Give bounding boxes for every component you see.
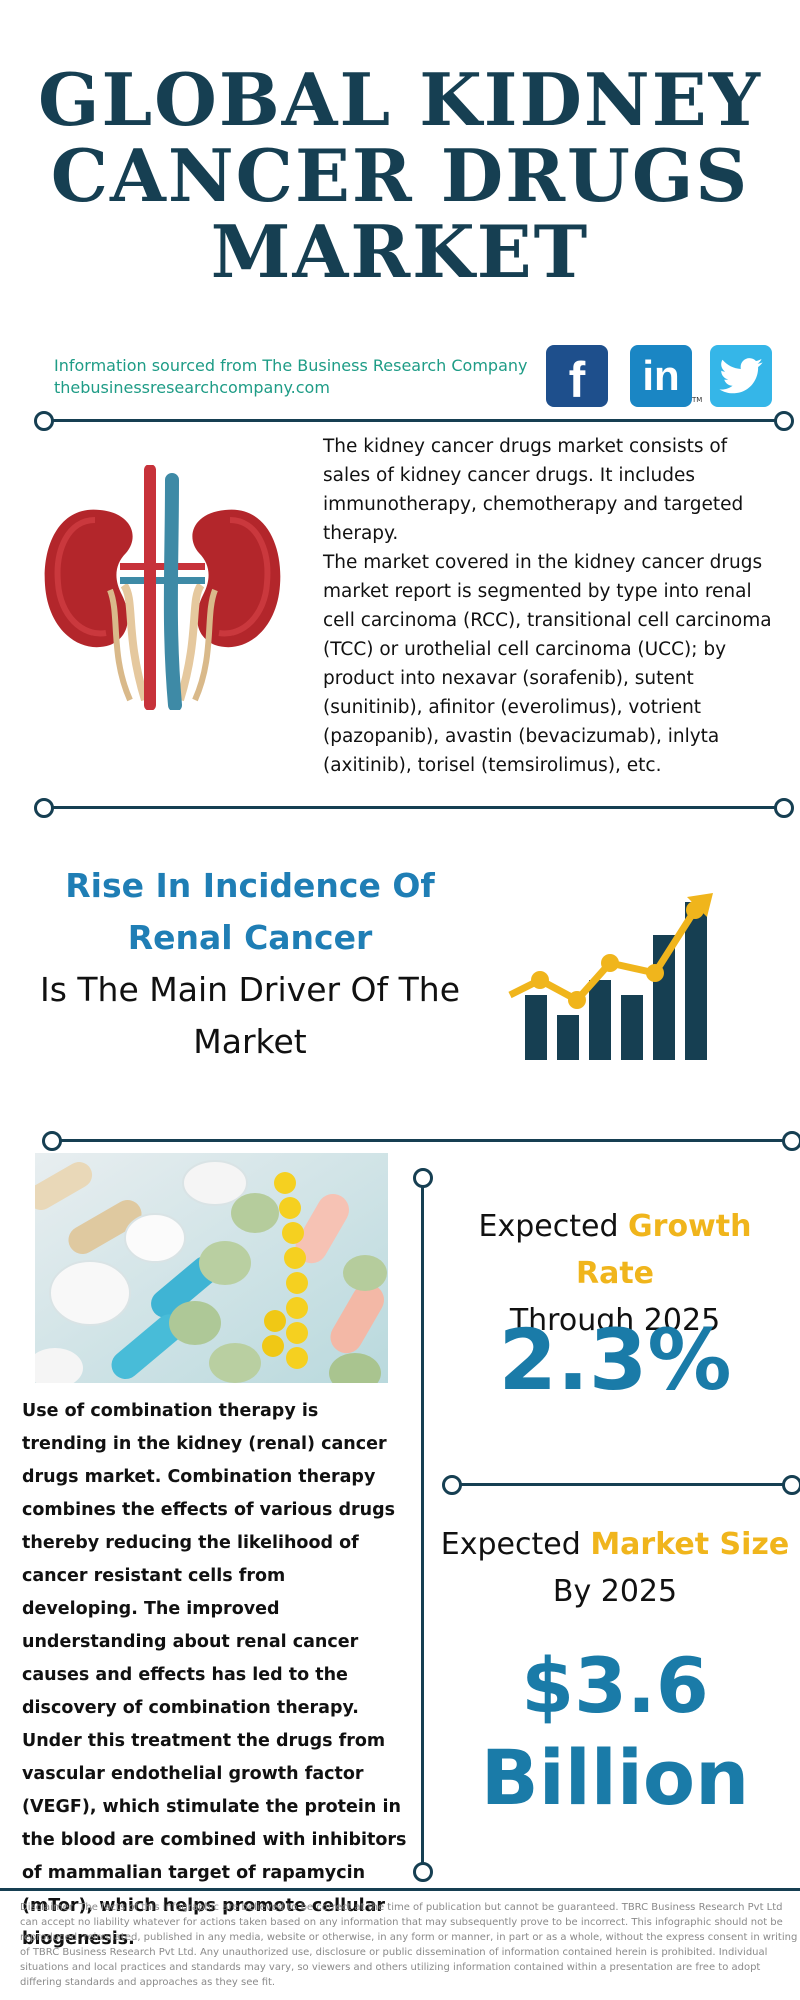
page-title: GLOBAL KIDNEY CANCER DRUGS MARKET (0, 62, 800, 290)
divider-2 (44, 806, 784, 809)
divider-3-right-node (782, 1131, 800, 1151)
divider-2-left-node (34, 798, 54, 818)
twitter-bird-icon (719, 358, 763, 394)
driver-highlight: Rise In Incidence Of Renal Cancer (65, 866, 435, 957)
description-para-2: The market covered in the kidney cancer … (323, 552, 772, 776)
size-label-pre: Expected (440, 1527, 591, 1562)
title-line-1: GLOBAL KIDNEY (37, 57, 763, 142)
size-label-highlight: Market Size (590, 1527, 790, 1562)
growth-chart-icon (508, 893, 713, 1060)
chart-icon-bar (589, 980, 611, 1060)
divider-3 (52, 1139, 792, 1142)
chart-icon-bar (525, 995, 547, 1060)
growth-rate-label: Expected Growth Rate Through 2025 (440, 1203, 790, 1344)
growth-label-highlight: Growth Rate (575, 1209, 752, 1291)
twitter-icon[interactable] (710, 345, 772, 407)
divider-1-right-node (774, 411, 794, 431)
source-line: Information sourced from The Business Re… (54, 356, 528, 375)
market-size-value: $3.6 Billion (440, 1640, 790, 1824)
footer-divider (0, 1888, 800, 1891)
market-size-label: Expected Market Size By 2025 (440, 1521, 790, 1615)
divider-1 (44, 419, 784, 422)
chart-icon-bar (621, 995, 643, 1060)
divider-3-left-node (42, 1131, 62, 1151)
linkedin-letters: in (642, 352, 680, 399)
vertical-divider (421, 1180, 424, 1870)
market-size-value-amount: $3.6 (521, 1641, 709, 1730)
title-line-3: MARKET (210, 209, 590, 294)
growth-rate-label-line-1: Expected Growth Rate (440, 1203, 790, 1297)
divider-4-left-node (442, 1475, 462, 1495)
market-driver: Rise In Incidence Of Renal Cancer Is The… (20, 860, 480, 1068)
chart-icon-bar (685, 902, 707, 1060)
vertical-divider-top-node (413, 1168, 433, 1188)
facebook-letter: f (568, 352, 586, 408)
market-size-label-line-1: Expected Market Size (440, 1521, 790, 1568)
divider-4 (460, 1483, 790, 1486)
kidney-illustration (44, 465, 281, 710)
growth-rate-value: 2.3% (498, 1311, 732, 1409)
trend-text: Use of combination therapy is trending i… (22, 1401, 407, 1949)
facebook-icon[interactable]: f (546, 345, 608, 407)
chart-icon-bar (557, 1015, 579, 1060)
growth-rate-label-line-2: Through 2025 (509, 1303, 721, 1338)
divider-1-left-node (34, 411, 54, 431)
title-line-2: CANCER DRUGS (50, 133, 750, 218)
growth-label-pre: Expected (478, 1209, 629, 1244)
source-info: Information sourced from The Business Re… (54, 355, 527, 399)
market-description: The kidney cancer drugs market consists … (323, 432, 773, 780)
disclaimer: Disclaimer: The facts of this infographi… (20, 1902, 798, 1988)
pills-photo (35, 1153, 388, 1383)
vertical-divider-bottom-node (413, 1862, 433, 1882)
divider-2-right-node (774, 798, 794, 818)
divider-4-right-node (782, 1475, 800, 1495)
market-size-value-unit: Billion (480, 1733, 750, 1822)
linkedin-icon[interactable]: in (630, 345, 692, 407)
description-para-1: The kidney cancer drugs market consists … (323, 436, 744, 544)
driver-text: Is The Main Driver Of The Market (39, 970, 461, 1061)
chart-icon-arrowhead (687, 893, 713, 917)
linkedin-tm: TM (692, 396, 703, 404)
source-url[interactable]: thebusinessresearchcompany.com (54, 378, 330, 397)
market-size-label-line-2: By 2025 (552, 1574, 678, 1609)
